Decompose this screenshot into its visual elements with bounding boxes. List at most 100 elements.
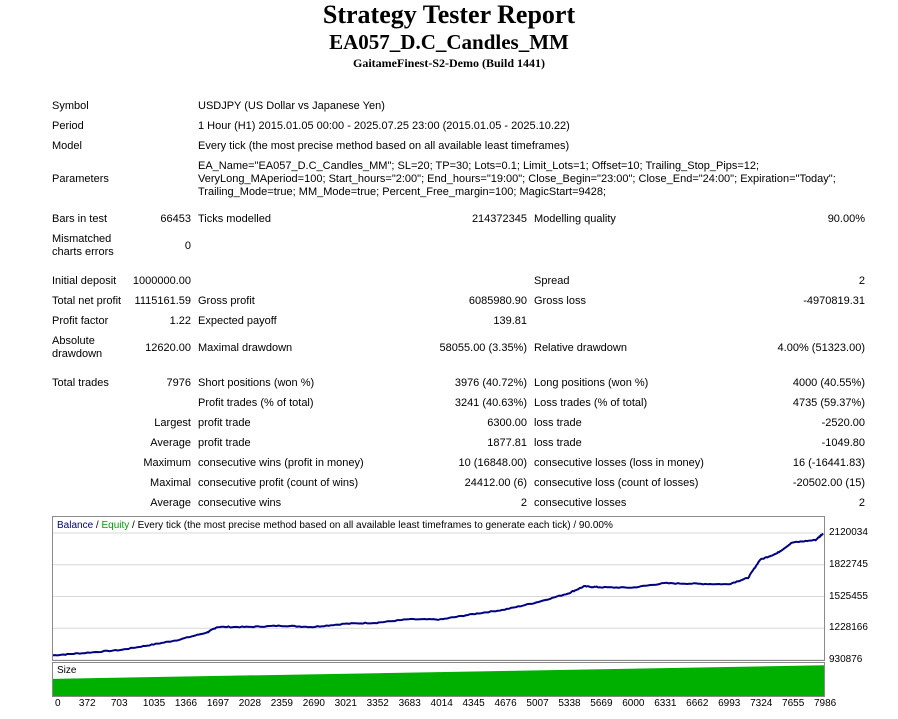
parameters-line-2: VeryLong_MAperiod=100; Start_hours="2:00…: [198, 173, 836, 185]
x-tick-label: 1035: [142, 698, 166, 709]
loss-trades-label: Loss trades (% of total): [534, 397, 648, 409]
x-tick-label: 7324: [750, 698, 773, 709]
x-tick-label: 3352: [366, 698, 389, 709]
quality-label: Modelling quality: [534, 213, 616, 225]
y-tick-label: 930876: [829, 654, 863, 665]
deposit-value: 1000000.00: [132, 275, 191, 287]
symbol-label: Symbol: [52, 100, 89, 112]
x-tick-label: 4345: [462, 698, 485, 709]
report-title: Strategy Tester Report: [322, 0, 576, 29]
size-label: Size: [57, 665, 77, 676]
x-tick-label: 6993: [718, 698, 741, 709]
bars-label: Bars in test: [52, 213, 108, 225]
average-loss-value: -1049.80: [821, 437, 865, 449]
profit-factor-label: Profit factor: [52, 315, 109, 327]
gross-profit-label: Gross profit: [198, 295, 255, 307]
spread-value: 2: [858, 275, 865, 287]
profit-trades-label: Profit trades (% of total): [198, 397, 314, 409]
chart-legend: Balance / Equity / Every tick (the most …: [57, 520, 613, 531]
maximal-consec-profit-label: consecutive profit (count of wins): [198, 477, 359, 489]
x-tick-label: 5007: [526, 698, 549, 709]
gross-loss-label: Gross loss: [534, 295, 586, 307]
avg-consec-wins-label: consecutive wins: [198, 497, 282, 509]
largest-profit-label: profit trade: [198, 417, 251, 429]
size-fill: [53, 665, 824, 696]
balance-chart-svg: [53, 532, 824, 660]
rel-drawdown-value: 4.00% (51323.00): [777, 342, 865, 354]
mismatch-label-1: Mismatched: [52, 233, 112, 245]
x-tick-label: 2690: [302, 698, 325, 709]
x-tick-label: 1697: [206, 698, 230, 709]
expected-payoff-value: 139.81: [493, 315, 527, 327]
max-consec-losses-label: consecutive losses (loss in money): [534, 457, 704, 469]
spread-label: Spread: [534, 275, 570, 287]
x-tick-label: 7986: [814, 698, 837, 709]
net-profit-value: 1115161.59: [134, 295, 191, 307]
max-consec-losses-value: 16 (-16441.83): [792, 457, 865, 469]
parameters-label: Parameters: [52, 173, 109, 185]
x-tick-label: 6662: [686, 698, 709, 709]
x-tick-label: 5338: [558, 698, 581, 709]
profit-trades-value: 3241 (40.63%): [454, 397, 527, 409]
abs-drawdown-value: 12620.00: [145, 342, 191, 354]
avg-consec-wins-value: 2: [520, 497, 527, 509]
net-profit-label: Total net profit: [52, 295, 122, 307]
average-profit-label: profit trade: [198, 437, 251, 449]
abs-drawdown-label-2: drawdown: [52, 348, 103, 360]
deposit-label: Initial deposit: [52, 275, 117, 287]
avg-consec-losses-value: 2: [858, 497, 865, 509]
average-loss-label: loss trade: [534, 437, 582, 449]
average-profit-value: 1877.81: [487, 437, 527, 449]
short-positions-label: Short positions (won %): [198, 377, 315, 389]
abs-drawdown-label-1: Absolute: [52, 335, 95, 347]
symbol-value: USDJPY (US Dollar vs Japanese Yen): [198, 100, 385, 112]
ea-name-title: EA057_D.C_Candles_MM: [329, 30, 569, 54]
max-drawdown-label: Maximal drawdown: [198, 342, 293, 354]
x-tick-label: 4676: [494, 698, 517, 709]
rel-drawdown-label: Relative drawdown: [534, 342, 627, 354]
ticks-label: Ticks modelled: [198, 213, 271, 225]
period-label: Period: [52, 120, 84, 132]
server-subtitle: GaitameFinest-S2-Demo (Build 1441): [353, 56, 545, 70]
mismatch-label-2: charts errors: [52, 246, 114, 258]
largest-loss-value: -2520.00: [821, 417, 865, 429]
average-consec-label: Average: [150, 497, 191, 509]
maximal-label: Maximal: [150, 477, 191, 489]
profit-factor-value: 1.22: [169, 315, 191, 327]
parameters-line-3: Trailing_Mode=true; MM_Mode=true; Percen…: [198, 186, 607, 198]
parameters-line-1: EA_Name="EA057_D.C_Candles_MM"; SL=20; T…: [198, 160, 760, 172]
average-label: Average: [150, 437, 191, 449]
largest-profit-value: 6300.00: [487, 417, 527, 429]
y-tick-label: 2120034: [829, 527, 868, 538]
legend-description: / Every tick (the most precise method ba…: [129, 520, 613, 531]
x-tick-label: 6000: [622, 698, 645, 709]
y-tick-label: 1822745: [829, 558, 868, 570]
size-chart: Size: [52, 662, 825, 697]
total-trades-label: Total trades: [52, 377, 109, 389]
gross-profit-value: 6085980.90: [468, 295, 527, 307]
short-positions-value: 3976 (40.72%): [454, 377, 527, 389]
mismatch-value: 0: [184, 240, 191, 252]
x-tick-label: 372: [78, 698, 96, 709]
largest-loss-label: loss trade: [534, 417, 582, 429]
maximal-consec-profit-value: 24412.00 (6): [464, 477, 527, 489]
max-consec-wins-value: 10 (16848.00): [458, 457, 528, 469]
legend-balance: Balance: [57, 520, 94, 531]
model-label: Model: [52, 140, 82, 152]
legend-equity: Equity: [101, 520, 130, 531]
size-chart-svg: [53, 665, 824, 696]
quality-value: 90.00%: [827, 213, 865, 225]
x-tick-label: 2359: [270, 698, 293, 709]
y-tick-label: 1525455: [829, 590, 868, 602]
x-tick-label: 703: [110, 698, 128, 709]
balance-chart: Balance / Equity / Every tick (the most …: [52, 516, 825, 661]
x-tick-label: 1366: [174, 698, 198, 709]
maximum-label: Maximum: [143, 457, 191, 469]
total-trades-value: 7976: [166, 377, 191, 389]
long-positions-value: 4000 (40.55%): [792, 377, 865, 389]
maximal-consec-loss-label: consecutive loss (count of losses): [534, 477, 699, 489]
bars-value: 66453: [160, 213, 191, 225]
x-tick-label: 3683: [398, 698, 421, 709]
x-tick-label: 2028: [238, 698, 262, 709]
maximal-consec-loss-value: -20502.00 (15): [792, 477, 865, 489]
